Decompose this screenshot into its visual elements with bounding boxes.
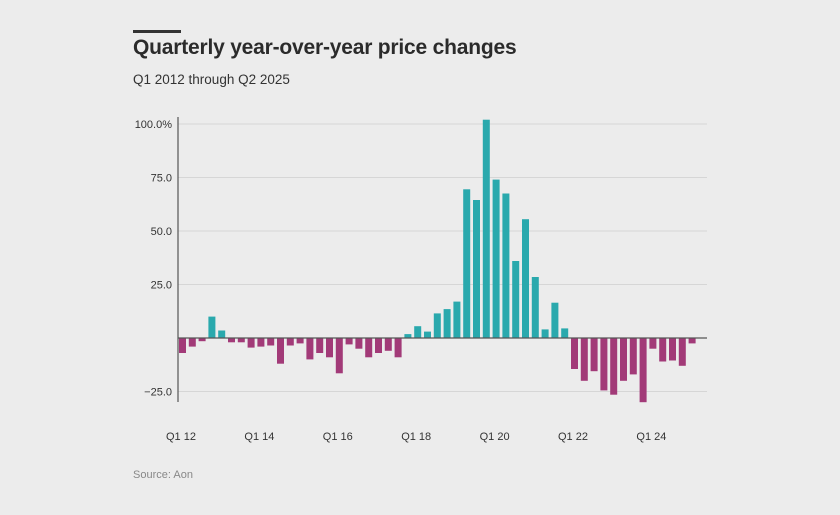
bar-q4-17	[404, 334, 412, 338]
bar-q3-12	[198, 338, 206, 342]
gridlines	[178, 123, 707, 392]
bar-q1-23	[610, 338, 618, 395]
bar-q2-17	[384, 338, 392, 351]
bar-q4-18	[443, 309, 451, 338]
bar-q2-20	[502, 193, 510, 338]
y-tick-label: 50.0	[151, 226, 172, 238]
bar-q3-18	[433, 313, 441, 338]
bar-q4-12	[208, 316, 216, 338]
bar-q3-16	[355, 338, 363, 349]
x-tick-label: Q1 14	[244, 431, 274, 443]
bar-q1-24	[649, 338, 657, 349]
bar-q4-13	[247, 338, 255, 348]
y-tick-label: 25.0	[151, 280, 172, 292]
bar-q4-14	[286, 338, 294, 346]
bar-q1-12	[179, 338, 186, 353]
bar-q2-24	[659, 338, 667, 362]
bar-q2-16	[345, 338, 353, 345]
bar-q3-15	[316, 338, 324, 353]
bar-q3-17	[394, 338, 402, 358]
x-tick-label: Q1 18	[401, 431, 431, 443]
y-tick-labels: −25.0 25.0 50.0 75.0 100.0%	[135, 119, 173, 399]
x-tick-label: Q1 16	[323, 431, 353, 443]
bar-q3-21	[551, 302, 559, 338]
bar-q4-19	[482, 119, 490, 338]
bar-q2-14	[267, 338, 275, 346]
bar-q1-18	[414, 326, 422, 338]
y-tick-label: 100.0%	[135, 119, 173, 131]
x-tick-labels: Q1 12 Q1 14 Q1 16 Q1 18 Q1 20 Q1 22 Q1 24	[166, 431, 666, 443]
bar-q2-13	[228, 338, 235, 343]
bar-q3-24	[669, 338, 676, 361]
bar-q4-24	[678, 338, 686, 366]
bars	[179, 119, 696, 403]
bar-q2-12	[188, 338, 196, 347]
chart-title: Quarterly year-over-year price changes	[133, 36, 517, 59]
chart-subtitle: Q1 2012 through Q2 2025	[133, 72, 290, 87]
bar-q2-15	[306, 338, 314, 360]
y-tick-label: 75.0	[151, 173, 172, 185]
bar-q3-23	[629, 338, 637, 375]
bar-q3-14	[277, 338, 284, 364]
bar-q2-19	[463, 189, 471, 338]
bar-q1-19	[453, 301, 461, 338]
bar-q4-15	[326, 338, 333, 358]
bar-q3-22	[590, 338, 598, 372]
bar-q4-23	[639, 338, 647, 403]
title-rule	[133, 30, 181, 33]
bar-q4-22	[600, 338, 608, 391]
bar-q1-14	[257, 338, 265, 347]
bar-q4-20	[522, 219, 529, 338]
x-tick-label: Q1 22	[558, 431, 588, 443]
bar-q4-16	[365, 338, 373, 358]
bar-q3-20	[512, 261, 520, 338]
bar-q1-17	[375, 338, 382, 353]
x-tick-label: Q1 20	[480, 431, 510, 443]
axes	[177, 117, 707, 402]
bar-q1-21	[531, 277, 539, 338]
bar-q1-25	[688, 338, 696, 344]
bar-q2-21	[541, 329, 549, 338]
bar-q1-13	[218, 330, 226, 338]
bar-q1-20	[492, 179, 500, 338]
bar-q3-13	[237, 338, 245, 343]
bar-q2-22	[580, 338, 588, 381]
bar-q1-15	[296, 338, 304, 344]
source-note: Source: Aon	[133, 469, 193, 481]
y-tick-label: −25.0	[144, 387, 172, 399]
x-tick-label: Q1 12	[166, 431, 196, 443]
bar-q2-23	[620, 338, 627, 381]
bar-q1-22	[571, 338, 578, 369]
bar-q2-18	[424, 331, 431, 338]
bar-q4-21	[561, 328, 569, 338]
x-tick-label: Q1 24	[636, 431, 666, 443]
bar-q3-19	[473, 200, 480, 338]
bar-q1-16	[335, 338, 343, 374]
